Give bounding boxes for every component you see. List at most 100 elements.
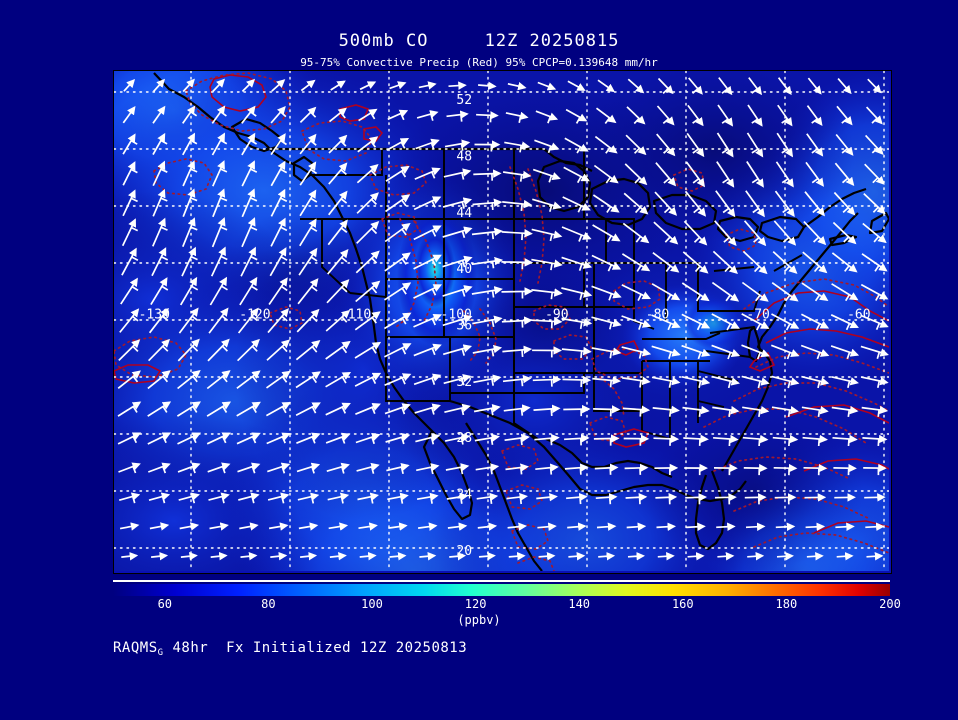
wind-vector: [832, 434, 858, 444]
wind-barb-flag: [310, 140, 317, 146]
wind-barb-flag: [132, 315, 139, 322]
wind-barb-flag: [755, 294, 761, 302]
wind-vector: [151, 551, 169, 561]
wind-vector: [860, 283, 889, 300]
wind-barb-flag: [341, 286, 348, 293]
wind-vector: [652, 405, 680, 415]
wind-barb-flag: [787, 409, 791, 418]
wind-vector: [534, 433, 560, 443]
wind-barb-flag: [727, 352, 732, 360]
wind-vector: [621, 346, 652, 357]
wind-barb-flag: [280, 255, 288, 261]
wind-barb-flag: [221, 315, 229, 322]
wind-vector: [507, 522, 527, 531]
wind-barb-flag: [723, 236, 730, 243]
wind-vector: [151, 247, 167, 277]
wind-vector: [119, 308, 140, 333]
wind-vector: [505, 463, 529, 472]
wind-vector: [299, 218, 317, 247]
wind-vector: [384, 373, 412, 386]
wind-barb-flag: [721, 148, 729, 154]
wind-vector: [562, 375, 592, 385]
wind-vector: [147, 432, 172, 445]
wind-barb-flag: [161, 285, 169, 291]
wind-barb-flag: [221, 496, 225, 504]
wind-vector: [328, 190, 348, 216]
wind-barb-flag: [132, 436, 138, 444]
wind-vector: [386, 462, 410, 472]
wind-vector: [327, 248, 349, 275]
wind-vector: [594, 135, 618, 154]
wind-barb-flag: [311, 466, 315, 474]
wind-vector: [506, 492, 528, 502]
wind-vector: [147, 338, 170, 362]
wind-barb-flag: [431, 288, 437, 296]
wind-barb-flag: [491, 349, 495, 357]
wind-vector: [567, 522, 587, 531]
wind-vector: [686, 522, 706, 532]
wind-barb-flag: [371, 346, 377, 354]
wind-vector: [563, 404, 591, 414]
wind-barb-flag: [221, 285, 228, 291]
wind-barb-flag: [692, 118, 699, 124]
wind-vector: [240, 246, 256, 277]
wind-vector: [864, 163, 885, 185]
wind-vector: [178, 492, 200, 501]
wind-vector: [328, 107, 347, 123]
wind-vector: [355, 280, 381, 303]
map-plot-area[interactable]: 52 48 44 40 36 32 28 24 20 -130 -120 -110 -100 -90 -8…: [113, 70, 892, 574]
wind-vector: [591, 254, 622, 270]
wind-vector: [685, 493, 707, 502]
wind-vector: [384, 343, 412, 358]
lat-label-20: 20: [456, 544, 472, 559]
wind-vector: [268, 277, 288, 305]
wind-vector: [717, 552, 735, 561]
wind-barb-flag: [751, 178, 759, 184]
wind-barb-flag: [817, 380, 821, 389]
wind-barb-flag: [461, 260, 466, 268]
wind-vector: [830, 345, 860, 357]
wind-vector: [598, 551, 616, 561]
wind-barb-flag: [371, 376, 377, 384]
lon-label--130: -130: [139, 308, 170, 323]
wind-barb-flag: [431, 259, 437, 267]
wind-barb-flag: [722, 207, 730, 214]
wind-barb-flag: [132, 375, 139, 383]
colorbar-tick-60: 60: [157, 597, 173, 611]
wind-barb-flag: [609, 380, 613, 388]
wind-barb-flag: [579, 497, 582, 505]
wind-vector: [152, 105, 166, 124]
wind-barb-flag: [547, 145, 552, 154]
wind-vector: [477, 522, 498, 531]
wind-vector: [270, 160, 286, 187]
wind-vector: [356, 163, 379, 184]
wind-vector: [177, 462, 201, 473]
wind-vector: [267, 492, 290, 501]
wind-barb-flag: [370, 169, 377, 177]
wind-barb-flag: [341, 316, 348, 323]
wind-vector: [241, 160, 255, 187]
wind-vector: [181, 246, 197, 277]
wind-barb-flag: [608, 497, 612, 505]
wind-vector: [270, 133, 286, 156]
colorbar-unit-label: (ppbv): [457, 613, 501, 627]
wind-barb-flag: [192, 345, 199, 352]
wind-vector: [742, 250, 768, 275]
wind-vector: [626, 522, 647, 531]
wind-vector: [776, 552, 794, 561]
wind-barb-flag: [250, 226, 258, 231]
wind-vector: [238, 492, 260, 501]
wind-vector: [240, 551, 258, 561]
wind-vector: [270, 188, 286, 217]
wind-vector: [476, 111, 499, 120]
wind-vector: [414, 167, 441, 180]
latitude-tick-labels: 52 48 44 40 36 32 28 24 20: [456, 93, 472, 559]
wind-vector: [117, 401, 142, 417]
wind-barb-flag: [817, 409, 821, 418]
wind-barb-flag: [221, 345, 229, 352]
map-graticule: [114, 71, 889, 571]
wind-barb-flag: [192, 375, 198, 383]
wind-vector: [471, 286, 503, 295]
wind-barb-flag: [871, 117, 878, 124]
wind-barb-flag: [521, 349, 524, 357]
